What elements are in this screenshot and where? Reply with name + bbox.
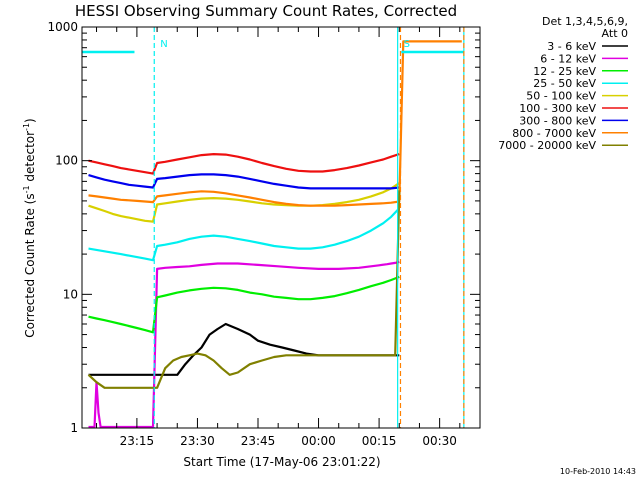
series-line-100-300-kev <box>88 153 400 175</box>
series-line-50-100-kev <box>88 182 400 223</box>
tick-layer: 1 10 100 1000 23:15 23:30 23:45 00:00 00:15 00:30 <box>47 20 480 448</box>
y-tick-label-100: 100 <box>55 154 78 168</box>
x-tick-label-00-00: 00:00 <box>301 434 336 448</box>
legend-label-300-800-kev: 300 - 800 keV <box>519 114 596 127</box>
x-tick-label-00-15: 00:15 <box>362 434 397 448</box>
footer-date: 10-Feb-2010 14:43 <box>560 467 636 476</box>
y-axis-label-main: Corrected Count Rate (s <box>23 193 37 337</box>
y-tick-label-1000: 1000 <box>47 20 78 34</box>
chart-title: HESSI Observing Summary Count Rates, Cor… <box>75 2 457 20</box>
legend-label-50-100-kev: 50 - 100 keV <box>526 90 596 103</box>
y-axis-label-mid: detector <box>23 131 37 186</box>
y-tick-label-1: 1 <box>70 421 78 435</box>
x-tick-label-00-30: 00:30 <box>422 434 457 448</box>
marker-label-s: S <box>404 39 410 50</box>
legend-label-25-50-kev: 25 - 50 keV <box>533 77 596 90</box>
legend-header-line1: Det 1,3,4,5,6,9, <box>542 15 628 28</box>
marker-label-n: N <box>160 39 167 50</box>
y-axis-label-sup2: -1 <box>22 123 31 131</box>
series-line-7000-20000-kev <box>87 190 401 389</box>
legend-label-800-7000-kev: 800 - 7000 keV <box>512 127 596 140</box>
legend-label-7000-20000-kev: 7000 - 20000 keV <box>498 139 596 152</box>
series-line-6-12-kev <box>88 260 400 429</box>
legend-label-6-12-kev: 6 - 12 keV <box>540 52 596 65</box>
legend-label-3-6-kev: 3 - 6 keV <box>547 40 596 53</box>
x-axis-label: Start Time (17-May-06 23:01:22) <box>183 455 380 469</box>
x-tick-label-23-30: 23:30 <box>180 434 215 448</box>
y-axis-label-sup1: -1 <box>22 185 31 193</box>
legend-label-100-300-kev: 100 - 300 keV <box>519 102 596 115</box>
series-line-25-50-kev <box>88 207 401 262</box>
legend-header-line2: Att 0 <box>602 27 628 40</box>
series-layer <box>87 40 462 429</box>
series-line-300-800-kev <box>88 173 400 190</box>
series-line-800-7000-kev <box>88 40 462 207</box>
legend-label-12-25-kev: 12 - 25 keV <box>533 65 596 78</box>
y-axis-label-end: ) <box>23 118 37 123</box>
y-axis-label: Corrected Count Rate (s-1 detector-1) <box>22 118 37 337</box>
y-tick-label-10: 10 <box>63 287 78 301</box>
x-tick-label-23-15: 23:15 <box>120 434 155 448</box>
series-line-12-25-kev <box>88 275 400 334</box>
x-tick-label-23-45: 23:45 <box>241 434 276 448</box>
plot-frame <box>81 26 481 429</box>
